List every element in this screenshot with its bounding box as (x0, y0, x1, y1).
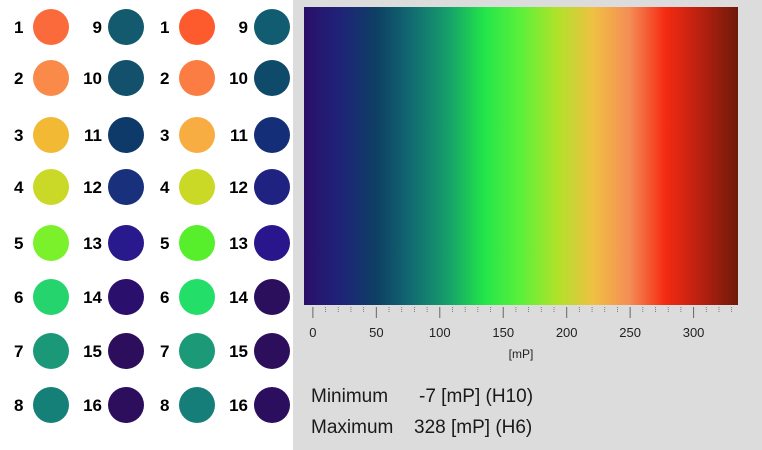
well-number-label: 3 (160, 126, 170, 145)
well[interactable] (179, 225, 215, 261)
well-number-label: 13 (83, 234, 102, 253)
well-number-label: 5 (160, 234, 170, 253)
well[interactable] (254, 117, 290, 153)
well[interactable] (33, 279, 69, 315)
well[interactable] (108, 9, 144, 45)
well-number-label: 4 (160, 178, 170, 197)
well[interactable] (108, 117, 144, 153)
well[interactable] (254, 225, 290, 261)
well-number-label: 10 (229, 69, 248, 88)
well-number-label: 4 (14, 178, 24, 197)
well[interactable] (33, 60, 69, 96)
well[interactable] (33, 387, 69, 423)
well[interactable] (179, 333, 215, 369)
well[interactable] (254, 169, 290, 205)
well[interactable] (108, 169, 144, 205)
well[interactable] (179, 279, 215, 315)
well-number-label: 12 (83, 178, 102, 197)
well-number-label: 9 (92, 18, 102, 37)
tick-label: 150 (492, 325, 515, 340)
well[interactable] (33, 225, 69, 261)
well-number-label: 1 (14, 18, 24, 37)
well[interactable] (33, 117, 69, 153)
well[interactable] (179, 117, 215, 153)
colorbar-gradient (304, 7, 738, 305)
well-number-label: 11 (230, 126, 248, 145)
tick-label: 250 (619, 325, 641, 340)
well-number-label: 3 (14, 126, 24, 145)
tick-label: 200 (555, 325, 578, 340)
well-number-label: 9 (238, 18, 248, 37)
well[interactable] (179, 60, 215, 96)
well-number-label: 13 (229, 234, 248, 253)
maximum-label: Maximum (311, 417, 394, 438)
well[interactable] (108, 333, 144, 369)
tick-label: 300 (682, 325, 705, 340)
well-number-label: 2 (14, 69, 24, 88)
well-number-label: 2 (160, 69, 170, 88)
tick-label: 100 (428, 325, 451, 340)
well[interactable] (179, 387, 215, 423)
well[interactable] (108, 387, 144, 423)
well-number-label: 16 (83, 396, 102, 415)
maximum-value: 328 [mP] (H6) (414, 417, 533, 438)
well-plate-panel: 1 2 3 4 5 6 7 8 9 10 11 12 13 14 15 16 1 2 3 4 5 6 7 8 9 10 11 12 13… (0, 0, 293, 450)
well-number-label: 6 (160, 288, 170, 307)
well-number-label: 7 (160, 342, 170, 361)
colorbar-panel: 0 50 100 150 200 250 300 [mP] Minimum -7 [mP] … (293, 0, 762, 450)
well-number-label: 10 (83, 69, 102, 88)
well-number-label: 12 (229, 178, 248, 197)
well[interactable] (254, 9, 290, 45)
minimum-value: -7 [mP] (H10) (419, 386, 534, 407)
well[interactable] (108, 279, 144, 315)
well-number-label: 11 (84, 126, 102, 145)
well-number-label: 16 (229, 396, 248, 415)
well[interactable] (254, 333, 290, 369)
tick-label: 0 (309, 325, 317, 340)
minimum-label: Minimum (311, 386, 389, 407)
well-number-label: 14 (83, 288, 102, 307)
well[interactable] (179, 9, 215, 45)
well-number-label: 8 (160, 396, 170, 415)
well[interactable] (33, 9, 69, 45)
well[interactable] (108, 60, 144, 96)
well[interactable] (108, 225, 144, 261)
axis-unit-label: [mP] (508, 347, 534, 361)
tick-label: 50 (369, 325, 384, 340)
well-number-label: 7 (14, 342, 24, 361)
well[interactable] (33, 333, 69, 369)
well-number-label: 15 (229, 342, 248, 361)
well[interactable] (179, 169, 215, 205)
well[interactable] (254, 60, 290, 96)
well-number-label: 8 (14, 396, 24, 415)
well-number-label: 5 (14, 234, 24, 253)
well-number-label: 14 (229, 288, 248, 307)
well[interactable] (254, 279, 290, 315)
well[interactable] (33, 169, 69, 205)
well-number-label: 15 (83, 342, 102, 361)
well-number-label: 1 (160, 18, 170, 37)
well[interactable] (254, 387, 290, 423)
well-number-label: 6 (14, 288, 24, 307)
